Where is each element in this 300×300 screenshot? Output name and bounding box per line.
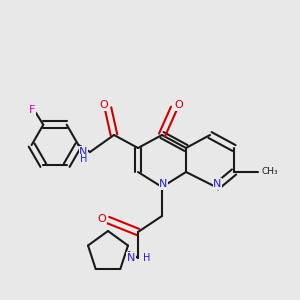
Text: N: N bbox=[127, 253, 135, 263]
Text: O: O bbox=[98, 214, 106, 224]
Text: O: O bbox=[99, 100, 108, 110]
Text: N: N bbox=[213, 179, 222, 189]
Text: H: H bbox=[143, 253, 151, 263]
Text: N: N bbox=[159, 179, 168, 189]
Text: H: H bbox=[80, 154, 88, 164]
Text: CH₃: CH₃ bbox=[261, 167, 278, 176]
Text: F: F bbox=[29, 105, 35, 115]
Text: O: O bbox=[174, 100, 183, 110]
Text: N: N bbox=[79, 147, 88, 157]
